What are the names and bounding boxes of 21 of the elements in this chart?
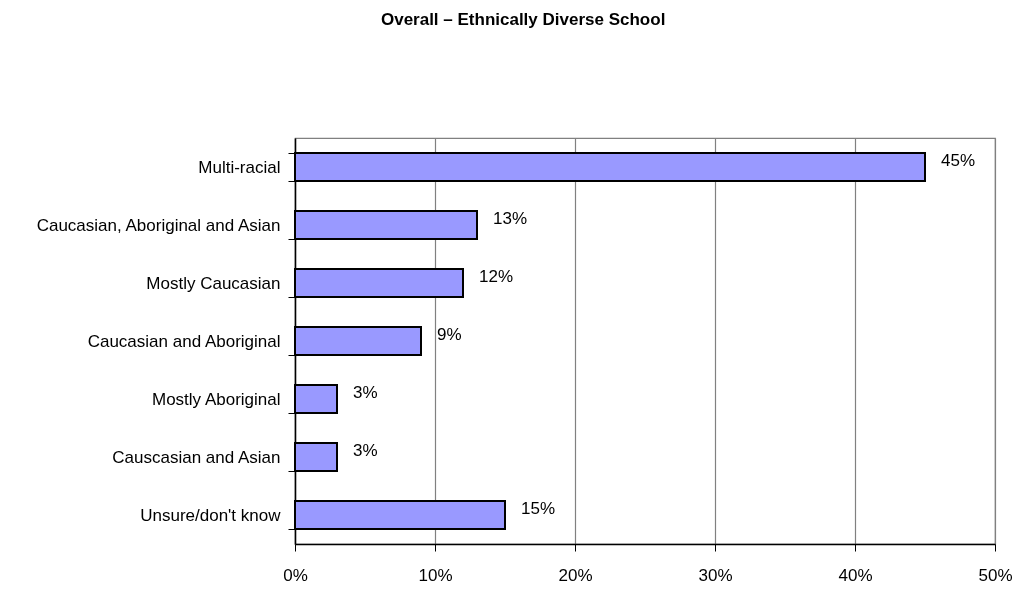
- y-tick-label: Caucasian and Aboriginal: [87, 331, 281, 351]
- data-label: 15%: [521, 499, 556, 518]
- y-tick-label: Caucasian, Aboriginal and Asian: [36, 215, 281, 235]
- chart-title: Overall – Ethnically Diverse School: [380, 10, 666, 29]
- x-tick-label: 50%: [978, 565, 1013, 585]
- x-tick-label: 40%: [838, 565, 873, 585]
- y-tick-label: Causcasian and Asian: [112, 447, 281, 467]
- data-label: 12%: [479, 267, 514, 286]
- x-tick-label: 10%: [418, 565, 453, 585]
- data-label: 3%: [353, 441, 378, 460]
- y-tick-label: Mostly Aboriginal: [151, 389, 281, 409]
- y-tick-label: Unsure/don't know: [140, 505, 282, 525]
- x-tick-label: 0%: [283, 565, 308, 585]
- y-tick-label: Mostly Caucasian: [146, 273, 281, 293]
- data-label: 3%: [353, 383, 378, 402]
- data-label: 45%: [941, 151, 976, 170]
- x-tick-label: 20%: [558, 565, 593, 585]
- data-label: 9%: [437, 325, 462, 344]
- data-label: 13%: [493, 209, 528, 228]
- y-tick-label: Multi-racial: [198, 157, 281, 177]
- x-tick-label: 30%: [698, 565, 733, 585]
